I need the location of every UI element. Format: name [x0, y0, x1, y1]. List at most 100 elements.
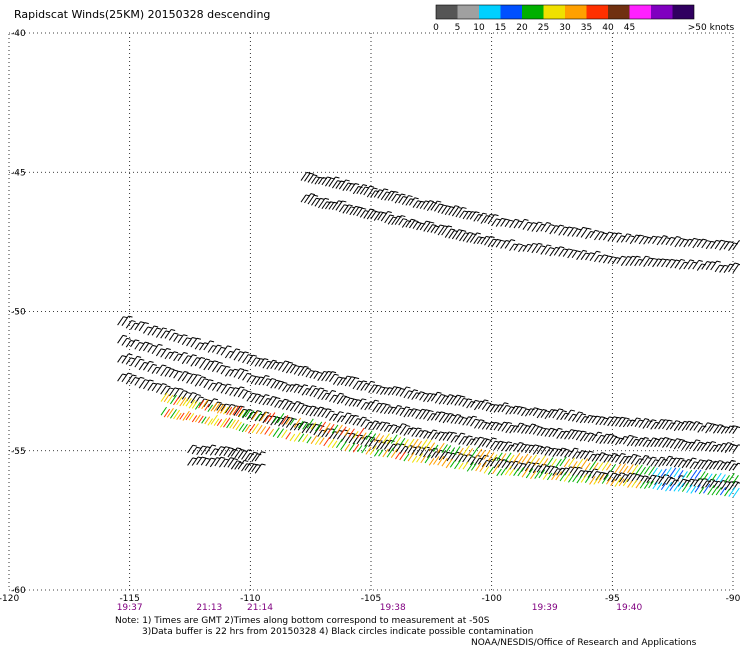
wind-barb: [669, 479, 676, 487]
wind-barb: [501, 441, 509, 452]
wind-barb: [487, 214, 495, 225]
wind-barb: [190, 338, 198, 348]
wind-barb: [363, 208, 371, 219]
wind-barb-flag: [627, 233, 632, 236]
wind-barb-flag: [609, 433, 615, 436]
wind-barb-flag: [457, 394, 462, 397]
wind-barb: [603, 416, 610, 426]
wind-barb-flag: [738, 263, 740, 266]
wind-barb: [227, 458, 235, 468]
wind-barb: [237, 450, 244, 459]
wind-barb: [658, 437, 666, 447]
wind-barb-flag: [716, 239, 721, 242]
wind-barb-flag: [495, 440, 500, 443]
wind-barb-flag: [724, 264, 729, 267]
wind-barb: [356, 437, 362, 445]
wind-barb: [589, 476, 596, 485]
wind-barb: [313, 372, 319, 380]
wind-barb: [549, 247, 557, 257]
wind-barb-flag: [613, 472, 618, 475]
wind-barb-flag: [663, 458, 668, 461]
wind-barb: [673, 439, 682, 450]
wind-barb: [470, 418, 476, 427]
wind-barb: [289, 383, 296, 392]
wind-barb: [179, 412, 185, 420]
wind-barb: [340, 412, 348, 423]
wind-barb-flag: [558, 427, 563, 430]
wind-barb: [301, 368, 308, 376]
wind-barb: [203, 340, 211, 351]
wind-barb: [701, 422, 708, 432]
wind-barb: [430, 411, 438, 421]
wind-barb: [441, 205, 448, 214]
wind-barb: [466, 438, 472, 447]
wind-barb-flag: [479, 457, 484, 460]
wind-barb: [580, 458, 589, 469]
wind-barb-flag: [200, 357, 206, 360]
wind-barb: [391, 426, 398, 435]
wind-barb-flag: [603, 232, 608, 235]
legend-frame: [435, 4, 695, 20]
time-labels: 19:37 21:13 21:14 19:38 19:39 19:40: [117, 603, 643, 613]
wind-barb: [669, 484, 675, 492]
wind-barb: [331, 440, 338, 449]
wind-barb: [714, 264, 721, 273]
wind-barb-flag: [370, 380, 376, 383]
wind-barb: [372, 439, 379, 450]
wind-barb-flag: [577, 430, 583, 433]
wind-barb-flag: [349, 397, 355, 400]
wind-barb: [325, 390, 333, 401]
wind-barb: [434, 224, 441, 234]
legend-swatch: [672, 5, 694, 19]
wind-barb-flag: [433, 429, 438, 432]
wind-barb: [528, 407, 535, 416]
wind-barb: [477, 438, 486, 448]
wind-barb-flag: [546, 222, 551, 225]
wind-barb: [669, 420, 677, 430]
wind-barb-flag: [734, 425, 739, 428]
wind-barb: [558, 248, 565, 257]
wind-barb-flag: [616, 473, 621, 476]
wind-barb-flag: [653, 257, 658, 260]
wind-barb: [618, 478, 625, 487]
wind-barb: [342, 182, 349, 191]
wind-barb-flag: [462, 206, 467, 209]
wind-barb-flag: [447, 225, 453, 228]
wind-barb: [500, 453, 507, 462]
wind-barb: [603, 470, 611, 480]
wind-barb: [509, 219, 516, 228]
wind-barb: [258, 394, 266, 405]
wind-barb: [601, 474, 609, 484]
wind-barb: [528, 425, 536, 435]
wind-barb: [489, 457, 497, 467]
wind-barb-flag: [276, 379, 281, 382]
wind-barb: [441, 444, 448, 453]
wind-barb: [474, 400, 481, 411]
wind-barb-flag: [225, 403, 230, 406]
wind-barb: [181, 392, 188, 400]
wind-barb: [430, 432, 437, 440]
wind-barb-flag: [166, 347, 171, 350]
wind-barb: [705, 461, 712, 471]
wind-barb-flag: [397, 425, 402, 428]
wind-barb: [379, 387, 386, 395]
wind-barb: [331, 424, 339, 434]
wind-barb-flag: [666, 258, 671, 261]
wind-barb: [647, 235, 654, 244]
wind-barb-flag: [414, 197, 419, 200]
wind-barb: [548, 429, 555, 438]
wind-barb: [593, 462, 599, 470]
wind-barb: [521, 444, 528, 453]
wind-barb-flag: [235, 348, 241, 351]
wind-barb: [705, 261, 713, 270]
wind-barb-flag: [221, 346, 226, 349]
wind-barb: [576, 250, 584, 260]
wind-barb: [211, 362, 220, 372]
wind-barb-flag: [252, 354, 258, 357]
wind-barb: [587, 453, 593, 462]
wind-barb: [517, 467, 525, 477]
wind-barb: [455, 207, 463, 218]
wind-barb: [373, 211, 381, 221]
wind-barb: [474, 419, 481, 429]
wind-barb-flag: [467, 398, 473, 401]
